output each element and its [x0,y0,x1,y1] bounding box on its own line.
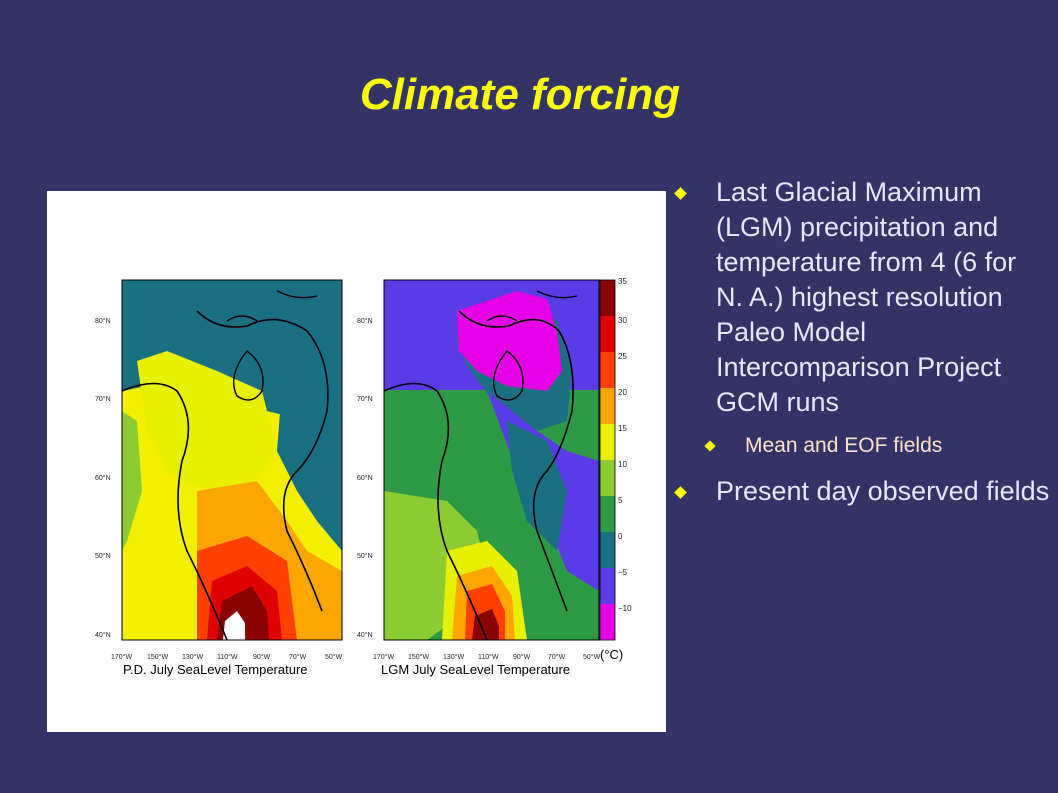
lat-label: 40°N [357,631,373,639]
colorbar-unit: (°C) [600,647,623,662]
colorbar-tick: 35 [618,277,627,286]
lon-label: 170°W [111,653,132,661]
colorbar-swatch [600,532,615,568]
bullet-text: Last Glacial Maximum (LGM) precipitation… [716,177,1017,417]
left-map-panel [121,279,343,641]
bullet-diamond-icon [674,187,687,200]
lat-label: 40°N [95,631,111,639]
lon-label: 50°W [583,653,601,661]
lon-label: 50°W [325,653,343,661]
colorbar-tick: 20 [618,388,627,397]
lon-label: 130°W [443,653,464,661]
temperature-map-figure: 80°N 70°N 60°N 50°N 40°N 80°N 70°N 60°N … [47,191,666,732]
colorbar-tick: 10 [618,460,627,469]
colorbar-tick: −5 [618,568,628,577]
colorbar-swatch [600,352,615,388]
bullet-diamond-icon [704,440,716,452]
lon-label: 110°W [478,653,499,661]
lon-label: 110°W [217,653,238,661]
lat-label: 70°N [95,395,111,403]
lat-label: 80°N [357,317,373,325]
colorbar-swatch [600,280,615,316]
right-lat-labels: 80°N 70°N 60°N 50°N 40°N [357,317,373,639]
colorbar-tick: −10 [618,604,632,613]
lon-label: 170°W [373,653,394,661]
lon-label: 70°W [548,653,566,661]
colorbar-tick: 0 [618,532,623,541]
colorbar: 35 30 25 20 15 10 5 0 −5 −10 (°C) [599,277,632,662]
lon-label: 90°W [253,653,271,661]
bullet-text: Present day observed fields [716,476,1050,506]
lat-label: 50°N [95,552,111,560]
right-map-panel [383,279,600,641]
lat-label: 50°N [357,552,373,560]
colorbar-swatch [600,604,615,640]
left-lon-labels: 170°W 150°W 130°W 110°W 90°W 70°W 50°W [111,653,343,661]
right-panel-caption: LGM July SeaLevel Temperature [381,662,570,677]
colorbar-tick: 5 [618,496,623,505]
lat-label: 80°N [95,317,111,325]
slide-title: Climate forcing [359,70,681,119]
lat-label: 70°N [357,395,373,403]
colorbar-swatch [600,496,615,532]
bullet-list: Last Glacial Maximum (LGM) precipitation… [670,175,1050,517]
colorbar-tick: 30 [618,316,627,325]
colorbar-swatch [600,568,615,604]
colorbar-swatch [600,316,615,352]
left-panel-caption: P.D. July SeaLevel Temperature [123,662,308,677]
right-lon-labels: 170°W 150°W 130°W 110°W 90°W 70°W 50°W [373,653,601,661]
lat-label: 60°N [95,474,111,482]
colorbar-tick: 25 [618,352,627,361]
bullet-item: Last Glacial Maximum (LGM) precipitation… [670,175,1050,420]
left-lat-labels: 80°N 70°N 60°N 50°N 40°N [95,317,111,639]
colorbar-swatch [600,388,615,424]
sub-bullet-text: Mean and EOF fields [745,434,943,457]
colorbar-swatch [600,424,615,460]
lat-label: 60°N [357,474,373,482]
bullet-item: Present day observed fields [670,474,1050,509]
lon-label: 90°W [513,653,531,661]
sub-bullet-item: Mean and EOF fields [670,428,1050,464]
bullet-diamond-icon [674,486,687,499]
temperature-maps-svg: 80°N 70°N 60°N 50°N 40°N 80°N 70°N 60°N … [95,277,632,677]
lon-label: 150°W [408,653,429,661]
lon-label: 130°W [182,653,203,661]
colorbar-swatch [600,460,615,496]
lon-label: 70°W [289,653,307,661]
lon-label: 150°W [147,653,168,661]
colorbar-tick: 15 [618,424,627,433]
